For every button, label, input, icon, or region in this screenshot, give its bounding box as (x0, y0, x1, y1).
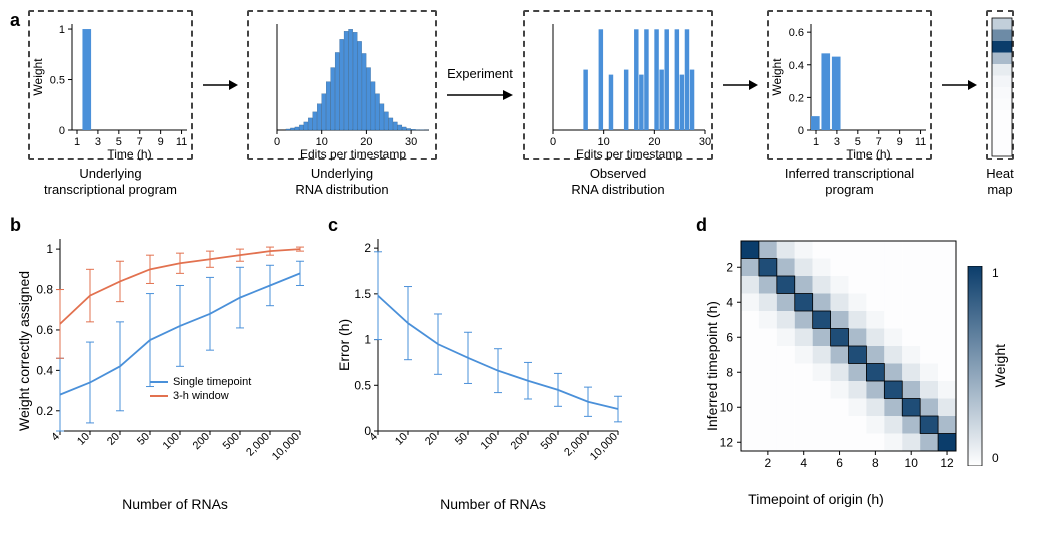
svg-text:2: 2 (364, 241, 371, 255)
svg-text:Time (h): Time (h) (846, 147, 890, 161)
svg-text:Time (h): Time (h) (107, 147, 151, 161)
svg-text:30: 30 (699, 136, 711, 148)
panel-a-p2: 0102030Edits per timestamp UnderlyingRNA… (247, 10, 437, 199)
svg-text:6: 6 (836, 456, 843, 470)
svg-text:0: 0 (274, 136, 280, 148)
colorbar-d (966, 266, 988, 466)
svg-text:30: 30 (405, 136, 417, 148)
svg-text:200: 200 (509, 430, 530, 451)
legend-b2: 3-h window (173, 390, 229, 402)
cbar-tick-bot: 0 (992, 451, 1008, 465)
panel-d: d Inferred timepoint (h) 246810122468101… (646, 221, 1040, 512)
panel-c: c Error (h) 00.511.5241020501002005002,0… (328, 221, 628, 512)
svg-text:1: 1 (813, 136, 819, 148)
svg-text:2,000: 2,000 (562, 430, 590, 458)
panel-b: b Weight correctly assigned 0.20.40.60.8… (10, 221, 310, 512)
svg-text:0.6: 0.6 (789, 27, 804, 39)
figure-root: a 00.511357911WeightTime (h) Underlyingt… (10, 10, 1040, 512)
svg-text:100: 100 (479, 430, 500, 451)
caption-a2: UnderlyingRNA distribution (247, 166, 437, 199)
chart-a5 (988, 12, 1016, 162)
svg-text:3: 3 (95, 136, 101, 148)
xlabel-c: Number of RNAs (358, 496, 628, 512)
svg-text:0: 0 (550, 136, 556, 148)
caption-a4: Inferred transcriptionalprogram (767, 166, 932, 199)
svg-text:Edits per timestamp: Edits per timestamp (300, 147, 406, 161)
caption-a3: ObservedRNA distribution (523, 166, 713, 199)
svg-text:9: 9 (897, 136, 903, 148)
svg-text:0.4: 0.4 (789, 60, 804, 72)
chart-a2: 0102030Edits per timestamp (249, 12, 439, 162)
svg-text:2: 2 (765, 456, 772, 470)
svg-text:Weight: Weight (31, 58, 45, 96)
svg-text:0.2: 0.2 (789, 92, 804, 104)
svg-text:0.8: 0.8 (36, 282, 53, 296)
legend-b1: Single timepoint (173, 376, 251, 388)
panel-a-p4: 00.20.40.61357911WeightTime (h) Inferred… (767, 10, 932, 199)
svg-text:500: 500 (221, 430, 242, 451)
svg-text:0: 0 (59, 125, 65, 137)
panel-label-a: a (10, 10, 20, 31)
svg-text:12: 12 (720, 435, 734, 449)
svg-text:0.2: 0.2 (36, 403, 53, 417)
svg-text:11: 11 (915, 136, 926, 148)
svg-text:12: 12 (940, 456, 954, 470)
xlabel-b: Number of RNAs (40, 496, 310, 512)
arrow2-label: Experiment (447, 66, 513, 85)
svg-text:100: 100 (161, 430, 182, 451)
svg-text:9: 9 (158, 136, 164, 148)
chart-c: 00.511.5241020501002005002,00010,000 (328, 221, 628, 491)
svg-text:1: 1 (59, 24, 65, 36)
arrow-4 (940, 10, 978, 160)
svg-text:Weight: Weight (770, 58, 784, 96)
arrow-1 (201, 10, 239, 160)
svg-text:1.5: 1.5 (354, 286, 371, 300)
cbar-label: Weight (992, 344, 1008, 387)
arrow-2: Experiment (445, 10, 515, 160)
svg-text:0.5: 0.5 (50, 75, 65, 87)
caption-a1: Underlyingtranscriptional program (28, 166, 193, 199)
xlabel-d: Timepoint of origin (h) (696, 491, 936, 507)
ylabel-d: Inferred timepoint (h) (704, 301, 720, 431)
chart-d: 2 4 6 8 10 12 2 4 6 8 10 12 (646, 221, 966, 491)
chart-a3: 0102030Edits per timestamp (525, 12, 715, 162)
svg-text:11: 11 (176, 136, 187, 148)
panel-a-p5: Heatmap (986, 10, 1014, 199)
cbar-tick-top: 1 (992, 266, 1008, 280)
svg-text:500: 500 (539, 430, 560, 451)
svg-text:8: 8 (726, 365, 733, 379)
svg-text:8: 8 (872, 456, 879, 470)
chart-a1: 00.511357911WeightTime (h) (30, 12, 195, 162)
svg-text:Edits per timestamp: Edits per timestamp (576, 147, 682, 161)
chart-a4: 00.20.40.61357911WeightTime (h) (769, 12, 934, 162)
arrow-3 (721, 10, 759, 160)
chart-b: 0.20.40.60.8141020501002005002,00010,000 (10, 221, 310, 491)
panel-a-p3: 0102030Edits per timestamp ObservedRNA d… (523, 10, 713, 199)
svg-text:0.6: 0.6 (36, 322, 53, 336)
svg-text:6: 6 (726, 330, 733, 344)
ylabel-b: Weight correctly assigned (16, 270, 32, 430)
svg-text:10: 10 (905, 456, 919, 470)
panel-a: a 00.511357911WeightTime (h) Underlyingt… (10, 10, 1040, 199)
svg-text:4: 4 (800, 456, 807, 470)
svg-text:10,000: 10,000 (588, 430, 620, 462)
svg-text:1: 1 (46, 242, 53, 256)
svg-text:200: 200 (191, 430, 212, 451)
legend-b: Single timepoint 3-h window (150, 376, 251, 404)
svg-text:3: 3 (834, 136, 840, 148)
panel-a-p1: 00.511357911WeightTime (h) Underlyingtra… (28, 10, 193, 199)
caption-a5: Heatmap (986, 166, 1014, 199)
svg-text:10,000: 10,000 (270, 430, 302, 462)
svg-text:0.5: 0.5 (354, 378, 371, 392)
svg-text:1: 1 (74, 136, 80, 148)
svg-text:4: 4 (726, 295, 733, 309)
svg-text:2: 2 (726, 260, 733, 274)
svg-text:0.4: 0.4 (36, 363, 53, 377)
svg-text:2,000: 2,000 (244, 430, 272, 458)
svg-text:10: 10 (720, 400, 734, 414)
bottom-row: b Weight correctly assigned 0.20.40.60.8… (10, 221, 1040, 512)
svg-text:1: 1 (364, 332, 371, 346)
ylabel-c: Error (h) (336, 318, 352, 370)
svg-text:0: 0 (798, 125, 804, 137)
